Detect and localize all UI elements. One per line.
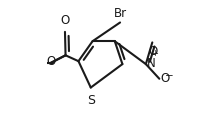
Text: S: S: [87, 94, 95, 107]
Text: N: N: [147, 57, 156, 70]
Text: −: −: [165, 71, 174, 81]
Text: Br: Br: [113, 7, 127, 20]
Text: O: O: [148, 45, 157, 58]
Text: O: O: [47, 55, 56, 68]
Text: O: O: [60, 14, 70, 27]
Text: +: +: [151, 49, 158, 58]
Text: O: O: [160, 72, 170, 85]
